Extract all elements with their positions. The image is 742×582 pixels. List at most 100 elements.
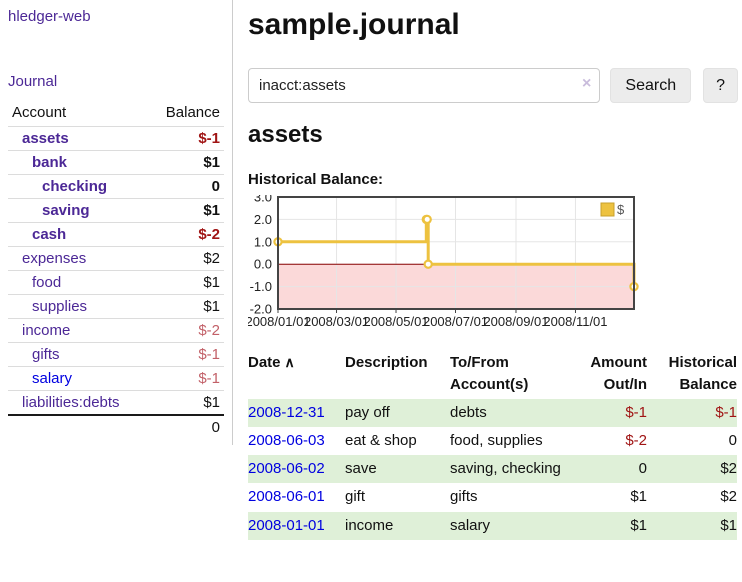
historical-balance-chart[interactable]: 3.0 2.0 1.0 0.0 -1.0 -2.0 2008/01/01 2008/03/01… — [245, 190, 640, 333]
app-brand-link[interactable]: hledger-web — [8, 8, 91, 25]
account-row: food $1 — [8, 270, 224, 295]
register-row: 2008-06-03 eat & shop food, supplies $-2 0 — [248, 427, 737, 455]
help-button[interactable]: ? — [703, 68, 738, 103]
account-balance: $1 — [148, 294, 224, 319]
accounts-header-account: Account — [12, 104, 67, 121]
account-link[interactable]: bank — [32, 154, 68, 171]
account-link[interactable]: expenses — [22, 250, 87, 267]
account-balance: 0 — [148, 174, 224, 199]
account-link[interactable]: income — [22, 322, 71, 339]
legend-label: $ — [617, 202, 625, 217]
transaction-date-link[interactable]: 2008-12-31 — [248, 403, 325, 421]
account-balance: $-1 — [148, 342, 224, 367]
account-row: salary $-1 — [8, 366, 224, 391]
account-link[interactable]: saving — [42, 202, 90, 219]
chart-canvas[interactable]: 3.0 2.0 1.0 0.0 -1.0 -2.02008/01/012008/03/01… — [245, 190, 640, 333]
clear-search-icon[interactable]: × — [582, 75, 592, 92]
y-axis-tick-label: -2.0 — [250, 302, 272, 317]
y-axis-tick-label: 0.0 — [254, 257, 272, 272]
transaction-balance: $1 — [720, 516, 737, 534]
account-link[interactable]: checking — [42, 178, 108, 195]
account-balance: $2 — [148, 246, 224, 271]
search-button[interactable]: Search — [610, 68, 692, 103]
x-axis-tick-label: 2008/05/01 — [363, 314, 428, 329]
main-content: sample.journal × Search ? assets Histori… — [245, 0, 738, 540]
account-link[interactable]: food — [32, 274, 62, 291]
x-axis-tick-label: 2008/09/01 — [483, 314, 548, 329]
transaction-date-link[interactable]: 2008-01-01 — [248, 516, 325, 534]
legend-swatch — [600, 202, 615, 217]
accounts-table-body: assets $-1 bank $1 checking 0 saving $1 cash $-2 e… — [8, 126, 224, 415]
register-row: 2008-06-01 gift gifts $1 $2 — [248, 483, 737, 511]
transaction-description: save — [345, 460, 377, 477]
accounts-header-balance: Balance — [165, 104, 220, 121]
register-row: 2008-01-01 income salary $1 $1 — [248, 511, 737, 540]
transaction-description: income — [345, 516, 394, 534]
transaction-accounts: saving, checking — [450, 460, 561, 477]
transaction-accounts: food, supplies — [450, 431, 543, 449]
register-header-accounts: To/From Account(s) — [450, 354, 529, 393]
transaction-accounts: gifts — [450, 488, 478, 506]
search-input[interactable] — [248, 68, 601, 103]
account-row: bank $1 — [8, 150, 224, 175]
accounts-table: Account Balance assets $-1 bank $1 checking 0… — [8, 100, 224, 439]
x-axis-tick-label: 2008/03/01 — [304, 314, 369, 329]
register-header-balance: Historical Balance — [668, 354, 737, 393]
transaction-accounts: debts — [450, 403, 487, 421]
transaction-amount: $-2 — [625, 431, 647, 449]
sidebar-item-journal[interactable]: Journal — [8, 73, 58, 90]
y-axis-tick-label: -1.0 — [250, 279, 272, 294]
register-table: Date ∧ Description To/From Account(s) Amou… — [248, 349, 737, 540]
transaction-description: pay off — [345, 403, 390, 421]
account-row: liabilities:debts $1 — [8, 390, 224, 415]
transaction-amount: 0 — [638, 460, 647, 477]
account-row: gifts $-1 — [8, 342, 224, 367]
sort-asc-icon: ∧ — [284, 354, 295, 370]
account-link[interactable]: liabilities:debts — [22, 394, 120, 411]
account-balance: $-1 — [148, 366, 224, 391]
account-balance: $-2 — [148, 318, 224, 343]
account-row: income $-2 — [8, 318, 224, 343]
transaction-amount: $1 — [630, 488, 647, 506]
account-balance: $1 — [148, 150, 224, 175]
y-axis-tick-label: 1.0 — [254, 234, 272, 249]
register-row: 2008-06-02 save saving, checking 0 $2 — [248, 455, 737, 484]
search-form: × Search ? — [248, 68, 738, 103]
account-link[interactable]: cash — [32, 226, 67, 243]
plot-border — [277, 196, 635, 310]
account-balance: $-2 — [148, 222, 224, 247]
transaction-amount: $1 — [630, 516, 647, 534]
transaction-amount: $-1 — [625, 403, 647, 421]
account-row: cash $-2 — [8, 222, 224, 247]
register-table-body: 2008-12-31 pay off debts $-1 $-1 2008-06-03 ea… — [248, 398, 737, 540]
account-link[interactable]: assets — [22, 130, 69, 147]
register-header-amount: Amount Out/In — [590, 354, 647, 393]
account-row: assets $-1 — [8, 126, 224, 151]
x-axis-tick-label: 2008/07/01 — [423, 314, 488, 329]
x-axis-tick-label: 2008/11/01 — [543, 314, 607, 329]
transaction-date-link[interactable]: 2008-06-01 — [248, 488, 325, 506]
transaction-description: gift — [345, 488, 366, 506]
account-link[interactable]: gifts — [32, 346, 60, 363]
account-link[interactable]: salary — [32, 370, 73, 387]
y-axis-tick-label: 3.0 — [254, 195, 272, 205]
account-link[interactable]: supplies — [32, 298, 88, 315]
register-header-date[interactable]: Date ∧ — [248, 354, 295, 371]
register-row: 2008-12-31 pay off debts $-1 $-1 — [248, 398, 737, 427]
page-title: sample.journal — [248, 8, 460, 41]
account-row: supplies $1 — [8, 294, 224, 319]
account-row: checking 0 — [8, 174, 224, 199]
register-header-description: Description — [345, 354, 428, 371]
transaction-date-link[interactable]: 2008-06-02 — [248, 460, 325, 477]
transaction-balance: $2 — [720, 460, 737, 477]
account-heading: assets — [248, 121, 323, 148]
sidebar: hledger-web Journal Account Balance asse… — [0, 0, 233, 445]
x-axis-tick-label: 2008/01/01 — [248, 314, 311, 329]
data-point-marker — [423, 259, 433, 269]
chart-title: Historical Balance: — [248, 171, 384, 188]
accounts-total-row: 0 — [8, 414, 224, 439]
transaction-balance: $2 — [720, 488, 737, 506]
transaction-date-link[interactable]: 2008-06-03 — [248, 431, 325, 449]
account-balance: $-1 — [148, 126, 224, 151]
account-balance: $1 — [148, 390, 224, 415]
